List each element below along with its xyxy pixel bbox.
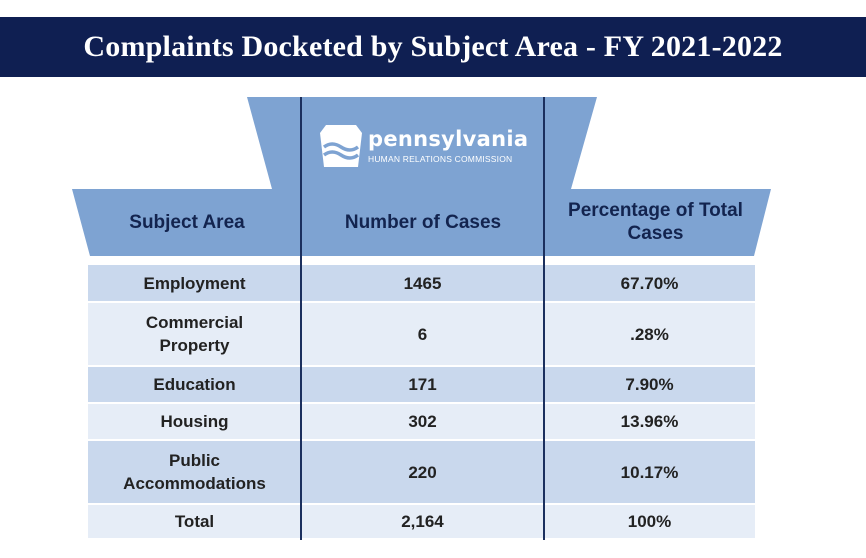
- table-cell-subject: Housing: [160, 412, 229, 431]
- row-band: [88, 505, 755, 538]
- table-cell-subject: Public Accommodations: [123, 451, 266, 493]
- table-cell-percent: 100%: [627, 512, 672, 531]
- table-cell-subject: Commercial Property: [145, 313, 244, 355]
- table-cell-percent: 10.17%: [620, 462, 679, 482]
- header-percentage: Percentage of Total Cases: [568, 200, 743, 244]
- table-cell-cases: 1465: [403, 273, 442, 293]
- logo-name: pennsylvania: [368, 127, 529, 151]
- table-cell-percent: .28%: [630, 324, 669, 344]
- table-cell-percent: 7.90%: [625, 375, 674, 394]
- header-subject-area: Subject Area: [129, 211, 245, 233]
- row-band: [88, 441, 755, 503]
- table-cell-percent: 13.96%: [620, 412, 679, 431]
- table-header-shape: [72, 97, 771, 256]
- table-cell-percent: 67.70%: [620, 273, 679, 293]
- row-band: [88, 404, 755, 439]
- table-cell-cases: 6: [417, 324, 428, 344]
- logo-subtitle: HUMAN RELATIONS COMMISSION: [368, 154, 513, 164]
- table-cell-subject: Employment: [143, 273, 246, 293]
- row-band: [88, 265, 755, 301]
- table-cell-cases: 171: [408, 375, 437, 394]
- row-band: [88, 303, 755, 365]
- table-cell-cases: 220: [408, 462, 437, 482]
- keystone-icon: [320, 125, 362, 167]
- page-title: Complaints Docketed by Subject Area - FY…: [83, 30, 783, 63]
- table-cell-subject: Total: [174, 512, 215, 531]
- pennsylvania-logo: pennsylvania HUMAN RELATIONS COMMISSION: [318, 123, 538, 171]
- title-bar: Complaints Docketed by Subject Area - FY…: [0, 17, 866, 77]
- table-cell-cases: 302: [408, 412, 437, 431]
- table-cell-cases: 2,164: [401, 512, 444, 531]
- row-band: [88, 367, 755, 402]
- header-number-of-cases: Number of Cases: [344, 211, 502, 233]
- table-cell-subject: Education: [153, 375, 236, 394]
